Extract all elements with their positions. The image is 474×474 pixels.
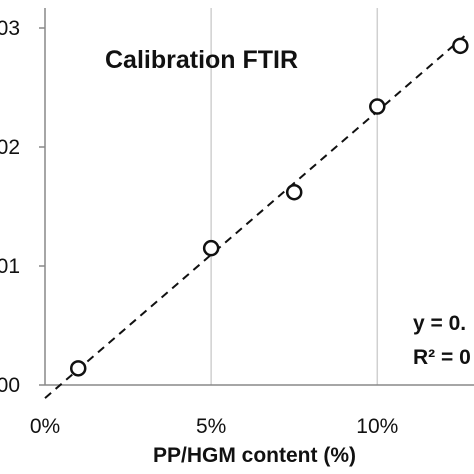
x-tick-label: 5%	[196, 415, 226, 438]
y-tick-label: 01	[0, 255, 20, 278]
tick-labels: 00 01 02 03 0% 5% 10%	[0, 17, 398, 438]
chart-title: Calibration FTIR	[105, 46, 298, 74]
data-point	[369, 98, 386, 115]
data-point	[69, 360, 87, 377]
y-tick-label: 02	[0, 136, 20, 159]
equation-annotation: y = 0.	[413, 312, 466, 335]
r-squared-annotation: R² = 0	[413, 346, 471, 369]
data-points	[69, 37, 469, 377]
axes	[39, 8, 474, 386]
data-point	[202, 239, 220, 257]
data-point	[285, 183, 303, 201]
gridlines	[210, 8, 379, 385]
data-point	[452, 37, 469, 55]
x-tick-label: 10%	[356, 415, 398, 438]
x-axis-label: PP/HGM content (%)	[153, 444, 356, 467]
trendline	[44, 33, 468, 399]
x-tick-label: 0%	[30, 415, 60, 438]
y-tick-label: 00	[0, 374, 20, 397]
y-tick-label: 03	[0, 17, 20, 40]
